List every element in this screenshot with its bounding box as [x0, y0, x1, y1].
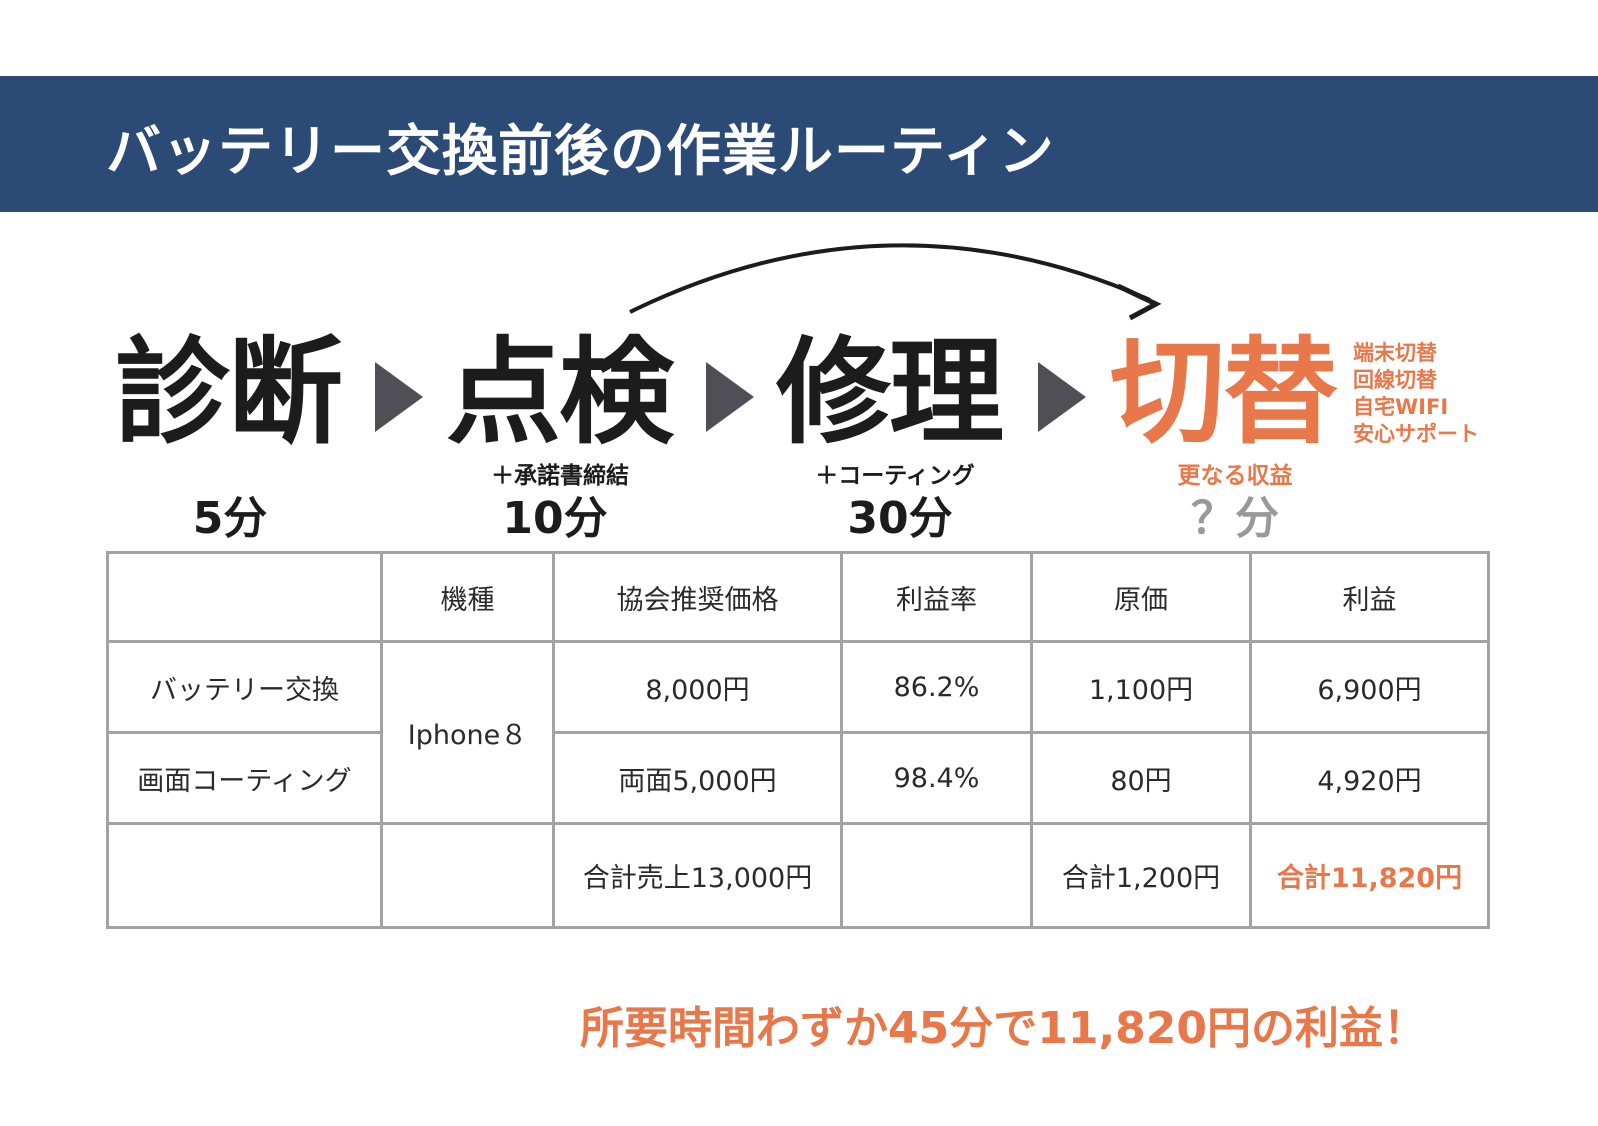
empty-cell — [106, 822, 383, 929]
table-total-row: 合計売上13,000円 合計1,200円 合計11,820円 — [106, 822, 1490, 929]
switch-items-list: 端末切替 回線切替 自宅WIFI 安心サポート — [1353, 340, 1479, 448]
table-header-cell: 機種 — [380, 551, 555, 643]
empty-cell — [380, 822, 555, 929]
table-row: バッテリー交換 Iphone８ 8,000円 86.2% 1,100円 6,90… — [106, 640, 1490, 825]
cost-cell: 1,100円 — [1030, 640, 1252, 734]
page-title: バッテリー交換前後の作業ルーティン — [106, 119, 1055, 183]
switch-item: 回線切替 — [1353, 368, 1437, 392]
profit-rate-cell: 98.4% — [840, 731, 1033, 825]
total-sales-cell: 合計売上13,000円 — [552, 822, 843, 929]
step-repair-time: 30分 — [847, 493, 953, 544]
price-cell: 8,000円 — [552, 640, 843, 734]
total-profit-cell: 合計11,820円 — [1249, 822, 1490, 929]
step-repair-label: 修理 — [776, 326, 1004, 460]
step-arrow-icon — [1038, 362, 1086, 432]
step-diagnosis-time: 5分 — [192, 493, 268, 544]
summary-text: 所要時間わずか45分で11,820円の利益！ — [580, 1003, 1428, 1054]
total-cost-cell: 合計1,200円 — [1030, 822, 1252, 929]
profit-rate-cell: 86.2% — [840, 640, 1033, 734]
step-inspection-time: 10分 — [502, 493, 608, 544]
service-name-cell: 画面コーティング — [106, 731, 383, 825]
table-header-cell: 利益率 — [840, 551, 1033, 643]
pricing-table: 機種 協会推奨価格 利益率 原価 利益 バッテリー交換 Iphone８ 8,00… — [106, 551, 1490, 929]
switch-item: 安心サポート — [1353, 422, 1479, 446]
table-header-row: 機種 協会推奨価格 利益率 原価 利益 — [106, 551, 1490, 643]
step-inspection-sub: ＋承諾書締結 — [491, 463, 629, 489]
table-header-cell — [106, 551, 383, 643]
price-cell: 両面5,000円 — [552, 731, 843, 825]
switch-item: 端末切替 — [1353, 341, 1437, 365]
model-cell: Iphone８ — [380, 640, 555, 825]
step-switch-label: 切替 — [1110, 326, 1338, 460]
step-arrow-icon — [375, 362, 423, 432]
service-name-cell: バッテリー交換 — [106, 640, 383, 734]
profit-cell: 6,900円 — [1249, 640, 1490, 734]
table-header-cell: 原価 — [1030, 551, 1252, 643]
step-switch-time: ？分 — [1191, 493, 1279, 544]
table-header-cell: 利益 — [1249, 551, 1490, 643]
step-inspection-label: 点検 — [446, 326, 674, 460]
profit-cell: 4,920円 — [1249, 731, 1490, 825]
switch-item: 自宅WIFI — [1353, 395, 1449, 419]
title-banner: バッテリー交換前後の作業ルーティン — [0, 76, 1598, 212]
step-switch-sub: 更なる収益 — [1177, 463, 1293, 489]
step-arrow-icon — [706, 362, 754, 432]
step-repair-sub: ＋コーティング — [815, 463, 975, 489]
step-diagnosis-label: 診断 — [115, 326, 343, 460]
table-header-cell: 協会推奨価格 — [552, 551, 843, 643]
cost-cell: 80円 — [1030, 731, 1252, 825]
empty-cell — [840, 822, 1033, 929]
skip-arrow-icon — [629, 243, 1162, 321]
table-row: 画面コーティング 両面5,000円 98.4% 80円 4,920円 — [106, 731, 1490, 825]
